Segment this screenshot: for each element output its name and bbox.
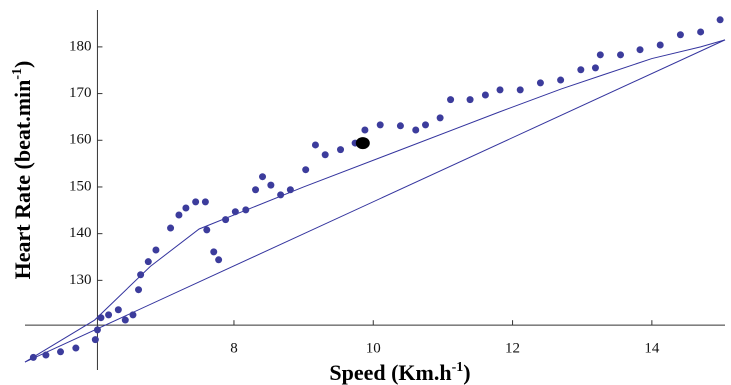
- y-label-sup: -1: [10, 68, 25, 80]
- point: [412, 126, 420, 134]
- point: [436, 114, 444, 122]
- point: [536, 79, 544, 87]
- point: [267, 181, 275, 189]
- point: [203, 226, 211, 234]
- point: [57, 348, 65, 356]
- point: [496, 86, 504, 94]
- x-label-sup: -1: [452, 360, 464, 375]
- point: [91, 336, 99, 344]
- point: [277, 191, 285, 199]
- x-tick-label: 14: [644, 341, 660, 357]
- point: [231, 208, 239, 216]
- point: [481, 91, 489, 99]
- y-label-end: ): [10, 61, 35, 68]
- x-tick-label: 12: [505, 341, 520, 357]
- x-tick-label: 8: [230, 341, 238, 357]
- point: [167, 224, 175, 232]
- point: [222, 216, 230, 224]
- point: [135, 286, 143, 294]
- y-axis-label: Heart Rate (beat.min-1): [10, 61, 35, 280]
- point: [421, 121, 429, 129]
- point: [697, 28, 705, 36]
- point: [676, 31, 684, 39]
- y-tick-label: 170: [69, 85, 92, 101]
- point: [192, 198, 200, 206]
- point: [137, 271, 145, 279]
- y-tick-label: 150: [69, 178, 92, 194]
- x-label-text: Speed (Km.h: [329, 360, 451, 385]
- point: [516, 86, 524, 94]
- point: [144, 258, 152, 266]
- x-tick-label: 10: [366, 341, 381, 357]
- point: [361, 126, 369, 134]
- point: [447, 96, 455, 104]
- y-tick-label: 160: [69, 132, 92, 148]
- point: [152, 246, 160, 254]
- point: [259, 173, 267, 181]
- point: [93, 326, 101, 334]
- point: [210, 248, 218, 256]
- point: [42, 351, 50, 359]
- point: [286, 186, 294, 194]
- point: [129, 311, 137, 319]
- point: [72, 344, 80, 352]
- fit-line: [24, 39, 726, 363]
- point: [636, 46, 644, 54]
- point: [252, 186, 260, 194]
- point: [201, 198, 209, 206]
- y-tick-label: 140: [69, 225, 92, 241]
- y-tick-label: 180: [69, 38, 92, 54]
- point: [321, 151, 329, 159]
- x-label-end: ): [463, 360, 470, 385]
- point: [302, 166, 310, 174]
- point: [557, 76, 565, 84]
- y-tick-label: 130: [69, 272, 92, 288]
- point: [97, 314, 105, 322]
- point: [596, 51, 604, 59]
- highlight-point: [355, 137, 370, 150]
- point: [396, 122, 404, 130]
- point: [577, 66, 585, 74]
- point: [175, 211, 183, 219]
- y-label-text: Heart Rate (beat.min: [10, 80, 35, 280]
- point: [591, 64, 599, 72]
- point: [656, 41, 664, 49]
- point: [716, 16, 724, 24]
- point: [311, 141, 319, 149]
- point: [121, 316, 129, 324]
- point: [105, 311, 113, 319]
- point: [114, 306, 122, 314]
- point: [466, 96, 474, 104]
- x-axis-label: Speed (Km.h-1): [329, 360, 470, 385]
- point: [215, 256, 223, 264]
- point: [376, 121, 384, 129]
- point: [242, 206, 250, 214]
- point: [182, 204, 190, 212]
- point: [617, 51, 625, 59]
- point: [29, 353, 37, 361]
- point: [337, 146, 345, 154]
